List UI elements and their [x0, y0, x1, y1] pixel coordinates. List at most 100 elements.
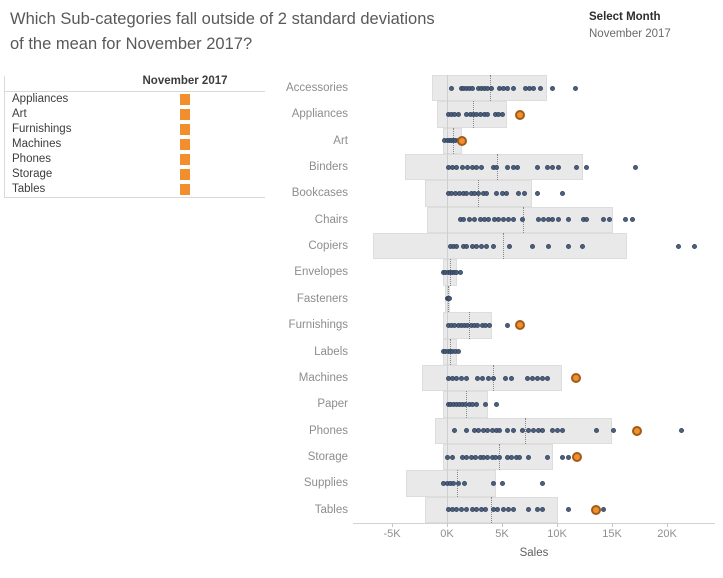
- november-dot[interactable]: [632, 425, 643, 436]
- sales-dot[interactable]: [490, 243, 496, 249]
- sales-dot[interactable]: [459, 164, 465, 170]
- sales-dot[interactable]: [555, 164, 561, 170]
- sales-dot[interactable]: [464, 428, 470, 434]
- sales-dot[interactable]: [507, 243, 513, 249]
- sales-dot[interactable]: [448, 85, 454, 91]
- sales-dot[interactable]: [630, 217, 636, 223]
- sales-dot[interactable]: [466, 217, 472, 223]
- sales-dot[interactable]: [525, 428, 531, 434]
- legend-mark[interactable]: [180, 184, 190, 195]
- sales-dot[interactable]: [494, 191, 499, 197]
- sales-dot[interactable]: [538, 85, 543, 91]
- sales-dot[interactable]: [452, 428, 458, 434]
- legend-mark[interactable]: [180, 94, 190, 105]
- legend-mark[interactable]: [180, 109, 190, 120]
- sales-dot[interactable]: [554, 428, 560, 434]
- sales-dot[interactable]: [483, 507, 488, 513]
- sales-dot[interactable]: [457, 270, 463, 276]
- sales-dot[interactable]: [544, 375, 550, 381]
- sales-dot[interactable]: [502, 375, 508, 381]
- sales-dot[interactable]: [495, 507, 501, 513]
- sales-dot[interactable]: [531, 85, 537, 91]
- sales-dot[interactable]: [486, 217, 492, 223]
- sales-dot[interactable]: [514, 164, 520, 170]
- legend-mark[interactable]: [180, 124, 190, 135]
- sales-dot[interactable]: [454, 164, 460, 170]
- sales-dot[interactable]: [692, 243, 697, 249]
- sales-dot[interactable]: [464, 243, 470, 249]
- sales-dot[interactable]: [520, 428, 526, 434]
- sales-dot[interactable]: [555, 217, 561, 223]
- sales-dot[interactable]: [607, 217, 613, 223]
- sales-dot[interactable]: [505, 322, 510, 328]
- november-dot[interactable]: [514, 320, 525, 331]
- sales-dot[interactable]: [499, 480, 505, 486]
- sales-dot[interactable]: [540, 507, 546, 513]
- sales-dot[interactable]: [565, 217, 571, 223]
- sales-dot[interactable]: [458, 507, 464, 513]
- sales-dot[interactable]: [544, 164, 550, 170]
- sales-dot[interactable]: [632, 164, 638, 170]
- sales-dot[interactable]: [610, 428, 616, 434]
- sales-dot[interactable]: [505, 164, 510, 170]
- november-dot[interactable]: [590, 504, 601, 515]
- sales-dot[interactable]: [678, 428, 684, 434]
- sales-dot[interactable]: [485, 112, 491, 118]
- sales-dot[interactable]: [579, 243, 585, 249]
- sales-dot[interactable]: [500, 217, 506, 223]
- sales-dot[interactable]: [540, 480, 546, 486]
- november-dot[interactable]: [571, 452, 582, 463]
- sales-dot[interactable]: [565, 243, 571, 249]
- sales-dot[interactable]: [584, 164, 590, 170]
- sales-dot[interactable]: [479, 375, 485, 381]
- sales-dot[interactable]: [520, 217, 526, 223]
- sales-dot[interactable]: [600, 217, 606, 223]
- sales-dot[interactable]: [535, 217, 541, 223]
- sales-dot[interactable]: [444, 454, 450, 460]
- sales-dot[interactable]: [540, 428, 546, 434]
- sales-dot[interactable]: [530, 243, 536, 249]
- november-dot[interactable]: [457, 135, 468, 146]
- sales-dot[interactable]: [534, 164, 540, 170]
- sales-dot[interactable]: [509, 375, 515, 381]
- sales-dot[interactable]: [525, 454, 531, 460]
- sales-dot[interactable]: [469, 85, 475, 91]
- sales-dot[interactable]: [584, 217, 590, 223]
- sales-dot[interactable]: [560, 191, 565, 197]
- sales-dot[interactable]: [517, 454, 523, 460]
- november-dot[interactable]: [570, 373, 581, 384]
- sales-dot[interactable]: [510, 217, 516, 223]
- sales-dot[interactable]: [454, 243, 460, 249]
- sales-dot[interactable]: [521, 191, 527, 197]
- sales-dot[interactable]: [458, 375, 464, 381]
- sales-dot[interactable]: [490, 375, 496, 381]
- sales-dot[interactable]: [510, 428, 516, 434]
- sales-dot[interactable]: [494, 164, 499, 170]
- sales-dot[interactable]: [484, 191, 490, 197]
- sales-dot[interactable]: [534, 375, 540, 381]
- legend-mark[interactable]: [180, 154, 190, 165]
- sales-dot[interactable]: [487, 322, 493, 328]
- sales-dot[interactable]: [500, 507, 506, 513]
- november-dot[interactable]: [514, 109, 525, 120]
- sales-dot[interactable]: [565, 507, 571, 513]
- sales-dot[interactable]: [455, 480, 461, 486]
- sales-dot[interactable]: [594, 428, 600, 434]
- sales-dot[interactable]: [499, 112, 505, 118]
- legend-mark[interactable]: [180, 139, 190, 150]
- sales-dot[interactable]: [503, 191, 509, 197]
- sales-dot[interactable]: [505, 85, 510, 91]
- sales-dot[interactable]: [483, 401, 488, 407]
- sales-dot[interactable]: [510, 507, 516, 513]
- sales-dot[interactable]: [464, 507, 470, 513]
- sales-dot[interactable]: [544, 454, 550, 460]
- sales-dot[interactable]: [474, 401, 480, 407]
- sales-dot[interactable]: [455, 349, 461, 355]
- sales-dot[interactable]: [550, 85, 556, 91]
- sales-dot[interactable]: [534, 191, 540, 197]
- sales-dot[interactable]: [573, 85, 579, 91]
- sales-dot[interactable]: [497, 428, 503, 434]
- sales-dot[interactable]: [574, 164, 580, 170]
- sales-dot[interactable]: [525, 507, 531, 513]
- sales-dot[interactable]: [490, 480, 496, 486]
